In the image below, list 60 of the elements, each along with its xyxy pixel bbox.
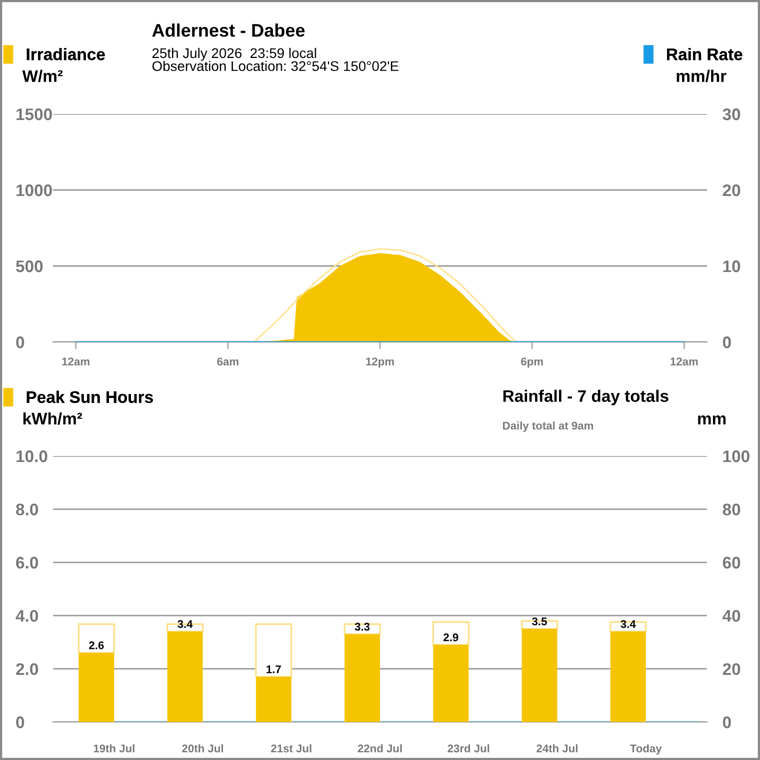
y-tick-label: 1000 [16,184,52,196]
y2-axis-title: mm [698,415,726,424]
bar [610,632,646,722]
y2-tick-label: 0 [722,336,731,348]
data-label: 3.4 [178,620,193,628]
bar [433,644,469,722]
data-label: 1.7 [266,665,281,674]
bar [344,634,380,722]
y-axis-title: W/m² [22,70,63,82]
y2-tick-label: 20 [722,184,740,196]
y-tick-label: 0 [16,716,24,728]
x-tick-label: 12am [62,358,90,366]
chart-title: Adlernest - Dabee [152,24,305,37]
y-tick-label: 2.0 [16,663,38,676]
y2-tick-label: 80 [722,504,740,516]
y-axis-title: kWh/m² [23,412,82,425]
x-tick-label: 6am [217,358,238,366]
bar [78,652,114,722]
y2-tick-label: 30 [722,108,740,120]
y2-tick-label: 0 [722,716,731,728]
data-label: 3.4 [620,620,636,628]
y2-tick-label: 20 [722,663,740,676]
legend-label: Peak Sun Hours [26,390,153,403]
data-label: 3.3 [354,622,370,631]
y-tick-label: 10.0 [16,450,48,462]
chart-title: Rainfall - 7 day totals [503,390,668,406]
bar [432,621,470,646]
data-label: 2.9 [444,633,458,642]
y2-axis-title: mm/hr [676,70,726,82]
bar [522,628,558,722]
y-tick-label: 6.0 [16,556,38,569]
y2-tick-label: 40 [722,610,740,622]
x-tick-label: 12am [670,358,698,366]
legend-label: Irradiance [26,48,105,60]
x-tick-label: 24th Jul [536,744,578,752]
y2-tick-label: 10 [723,260,740,272]
x-tick-label: 12pm [366,358,394,368]
data-label: 2.6 [89,641,104,650]
y-tick-label: 8.0 [16,504,38,516]
bar [255,623,292,678]
y2-tick-label: 100 [723,450,750,462]
y-tick-label: 1500 [16,108,52,120]
x-tick-label: 19th Jul [94,744,134,752]
x-tick-label: Today [630,744,662,755]
bar [167,632,203,722]
x-tick-label: 23rd Jul [448,744,490,752]
y-tick-label: 4.0 [16,610,38,622]
data-label: 3.5 [532,617,547,626]
x-tick-label: 22nd Jul [358,744,402,752]
bar [256,676,292,722]
chart-subtitle: 25th July 2026 23:59 local Observation Location: 32°54'S 150°02'E [152,48,398,72]
x-tick-label: 6pm [521,358,543,368]
y-tick-label: 500 [16,260,43,272]
x-tick-label: 21st Jul [271,744,312,752]
bar [78,623,115,654]
y-tick-label: 0 [16,336,24,348]
x-tick-label: 20th Jul [182,744,223,752]
legend-label: Rain Rate [667,48,742,60]
y2-tick-label: 60 [722,556,740,569]
chart-subtitle: Daily total at 9am [503,421,593,432]
